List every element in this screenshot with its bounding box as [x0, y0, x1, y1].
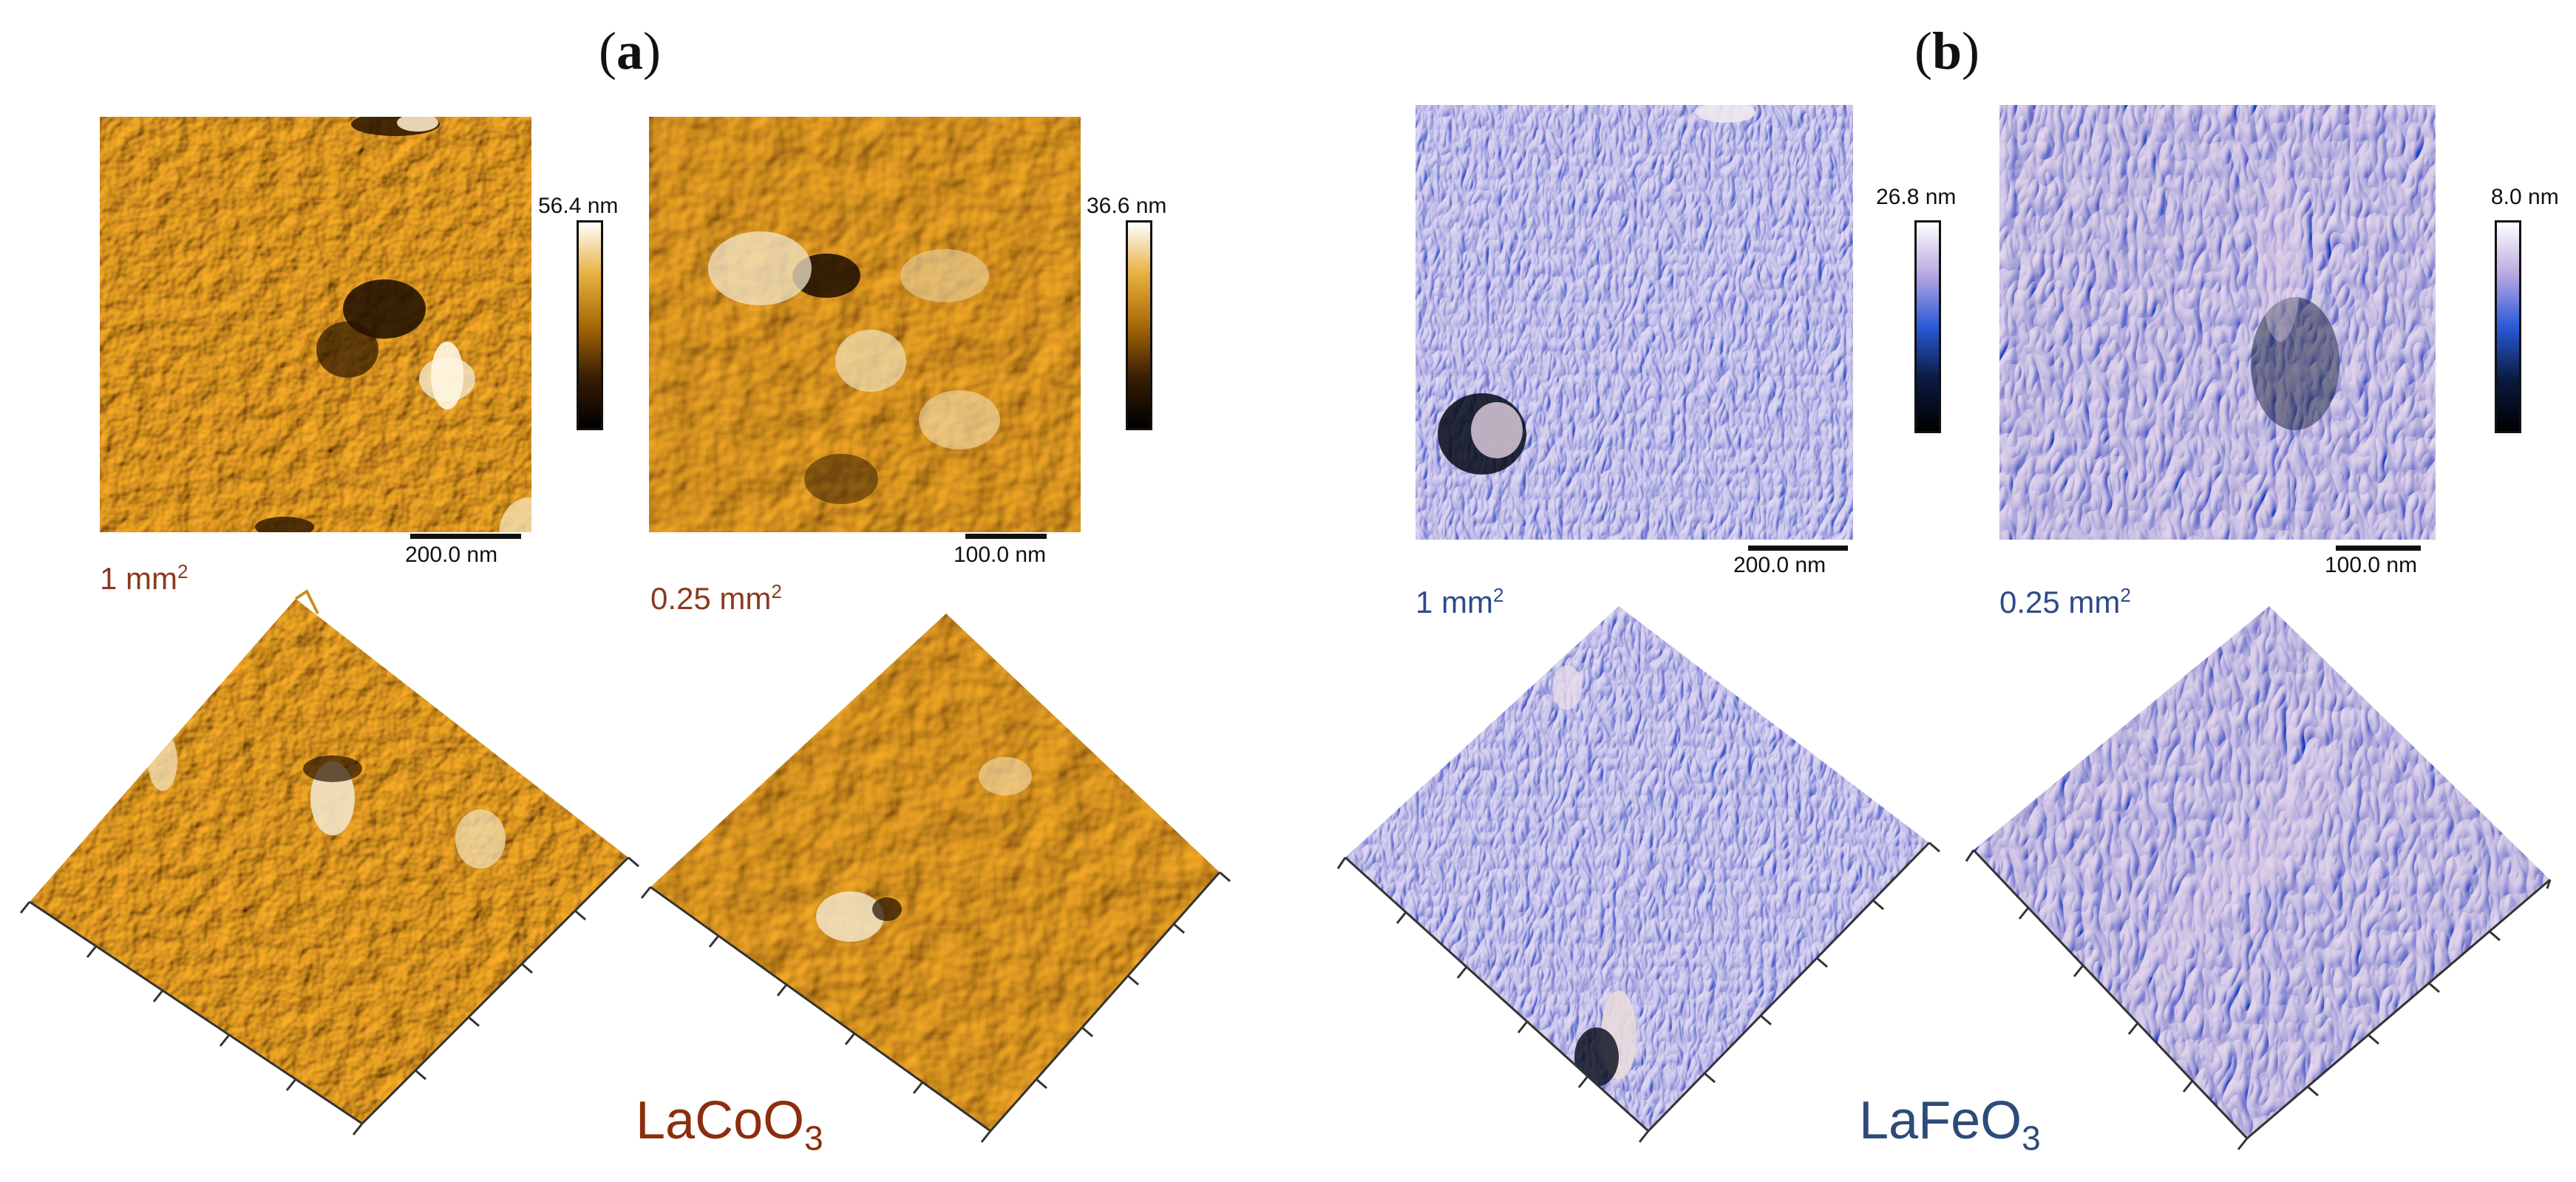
afm-3d-surface-lacoo3-1mm	[15, 577, 639, 1138]
scale-bar	[965, 534, 1047, 539]
area-label-0.25mm: 0.25 mm2	[650, 580, 782, 616]
colorbar-lacoo3-0.25mm	[1126, 220, 1152, 430]
scale-bar	[410, 534, 521, 539]
scale-bar-label: 100.0 nm	[954, 543, 1047, 567]
material-label-lafeo3: LaFeO3	[1859, 1091, 2041, 1158]
afm-3d-surface-lafeo3-0.25mm	[1965, 599, 2552, 1161]
afm-2d-image-lafeo3-1mm	[1416, 105, 1853, 540]
colorbar-max-label: 26.8 nm	[1876, 185, 1957, 209]
scale-bar	[1748, 546, 1848, 551]
afm-2d-image-lacoo3-0.25mm	[649, 117, 1081, 532]
afm-3d-surface-lafeo3-1mm	[1336, 599, 1940, 1146]
area-label-1mm: 1 mm2	[1416, 584, 1504, 619]
scale-bar-label: 200.0 nm	[1733, 553, 1826, 577]
colorbar-lafeo3-1mm	[1914, 220, 1941, 433]
scale-bar-label: 200.0 nm	[405, 543, 498, 567]
afm-3d-surface-lacoo3-0.25mm	[640, 591, 1231, 1153]
afm-2d-image-lafeo3-0.25mm	[1999, 105, 2436, 540]
colorbar-max-label: 56.4 nm	[538, 194, 619, 218]
afm-2d-image-lacoo3-1mm	[100, 117, 531, 532]
colorbar-max-label: 36.6 nm	[1087, 194, 1167, 218]
colorbar-lafeo3-0.25mm	[2495, 220, 2521, 433]
area-label-0.25mm: 0.25 mm2	[1999, 584, 2131, 619]
colorbar-lacoo3-1mm	[577, 220, 603, 430]
panel-a-label: (a)	[599, 21, 661, 81]
scale-bar-label: 100.0 nm	[2325, 553, 2418, 577]
panel-b-label: (b)	[1914, 21, 1980, 81]
scale-bar	[2336, 546, 2421, 551]
material-label-lacoo3: LaCoO3	[636, 1091, 823, 1158]
area-label-1mm: 1 mm2	[100, 560, 188, 596]
colorbar-max-label: 8.0 nm	[2491, 185, 2559, 209]
